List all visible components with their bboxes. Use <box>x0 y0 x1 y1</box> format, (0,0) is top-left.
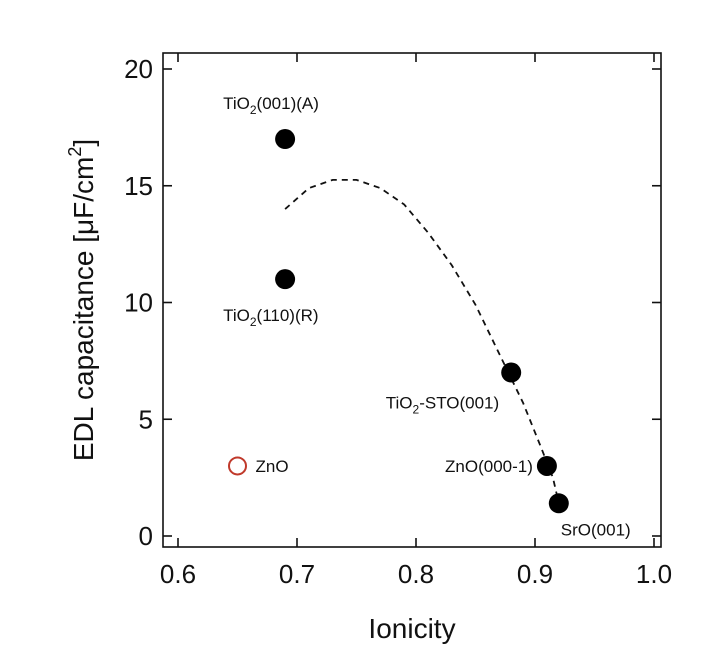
axis-tick-labels: 0.6 0.7 0.8 0.9 1.0 0 5 10 15 20 <box>124 54 672 589</box>
data-point-label-main: ZnO <box>256 457 289 476</box>
data-point-label: ZnO <box>256 457 289 476</box>
y-tick-label: 20 <box>124 54 153 84</box>
axis-ticks <box>163 53 661 547</box>
data-point <box>501 362 522 383</box>
data-point-label-sub: 2 <box>413 403 420 417</box>
x-tick-label: 1.0 <box>636 559 672 589</box>
y-axis-title-main: EDL capacitance [μF/cm <box>68 157 99 462</box>
data-point-label: TiO2(110)(R) <box>223 306 318 329</box>
x-axis-title: Ionicity <box>368 613 455 644</box>
y-tick-label: 10 <box>124 288 153 318</box>
y-tick-label: 5 <box>139 404 153 434</box>
y-axis-title: EDL capacitance [μF/cm2] <box>65 139 99 461</box>
data-point-label: ZnO(000-1) <box>445 457 533 476</box>
data-points <box>228 129 569 514</box>
data-point-label-sub: 2 <box>250 103 257 117</box>
data-point-label: TiO2-STO(001) <box>386 394 499 417</box>
data-point-label-sub: 2 <box>250 315 257 329</box>
data-point-label-main: TiO <box>386 394 413 413</box>
data-point-label-end: (110)(R) <box>257 306 319 325</box>
x-tick-label: 0.6 <box>160 559 196 589</box>
y-tick-label: 0 <box>139 521 153 551</box>
x-tick-label: 0.8 <box>398 559 434 589</box>
data-point-label-end: -STO(001) <box>419 394 499 413</box>
y-tick-label: 15 <box>124 171 153 201</box>
data-point <box>548 493 569 514</box>
x-tick-label: 0.7 <box>279 559 315 589</box>
x-tick-label: 0.9 <box>517 559 553 589</box>
y-axis-title-sup: 2 <box>65 147 85 157</box>
data-point <box>536 455 557 476</box>
data-point-label: SrO(001) <box>561 520 631 539</box>
data-point-label-main: TiO <box>223 94 250 113</box>
data-point <box>275 269 296 290</box>
data-point-label-end: (001)(A) <box>257 94 319 113</box>
data-point-label-main: ZnO(000-1) <box>445 457 533 476</box>
data-point-open <box>228 456 247 476</box>
data-point-label-main: TiO <box>223 306 250 325</box>
plot-frame <box>162 52 662 548</box>
data-point <box>275 129 296 150</box>
data-point-label: TiO2(001)(A) <box>223 94 319 117</box>
trend-curve <box>284 179 560 504</box>
y-axis-title-end: ] <box>68 139 99 147</box>
data-point-labels: TiO2(001)(A)TiO2(110)(R)TiO2-STO(001)ZnO… <box>223 94 631 539</box>
data-point-label-main: SrO(001) <box>561 520 631 539</box>
